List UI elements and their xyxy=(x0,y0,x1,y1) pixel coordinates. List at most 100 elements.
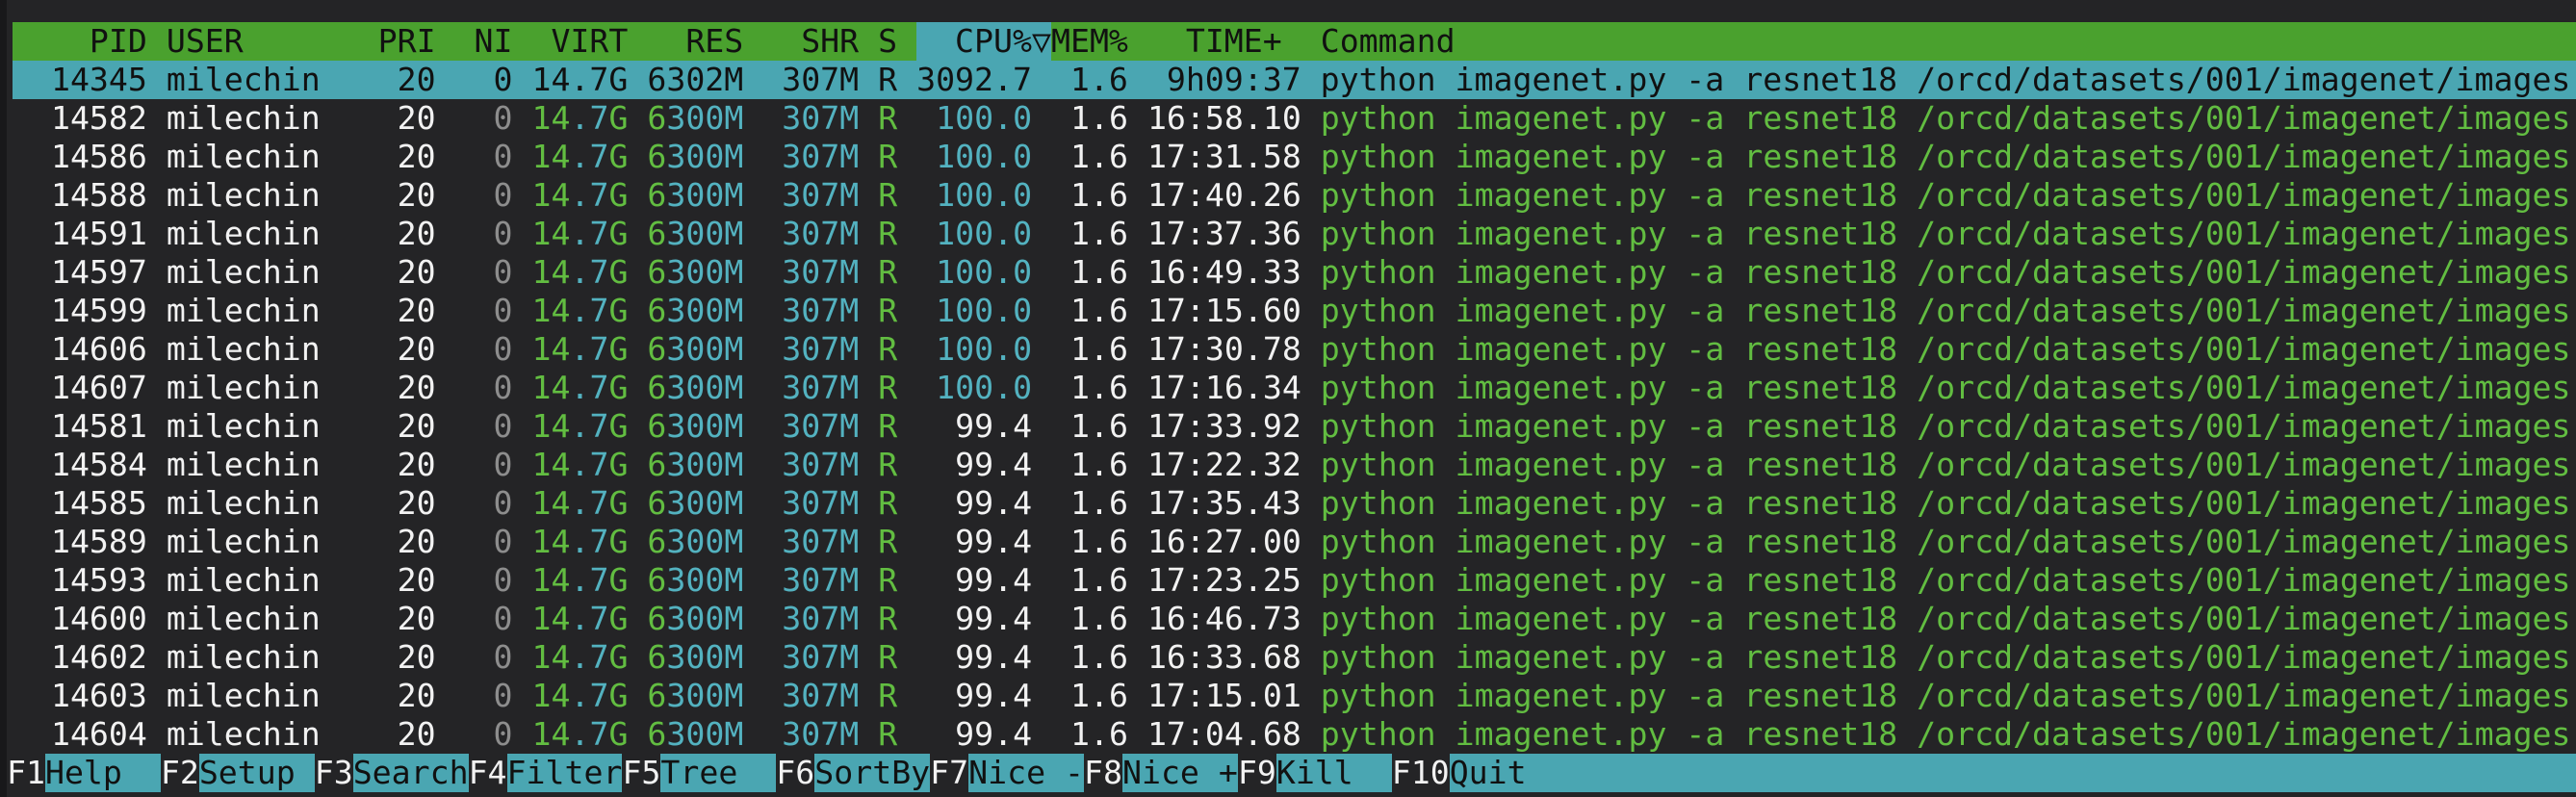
row-field xyxy=(513,215,532,252)
process-table-header: PID USER PRI NI VIRT RES SHR S CPU%▽ MEM%… xyxy=(13,22,2576,61)
process-row[interactable]: 14581 milechin 20 0 14.7G 6300M 307M R 9… xyxy=(13,407,2576,446)
row-field: R xyxy=(859,369,898,406)
process-row[interactable]: 14607 milechin 20 0 14.7G 6300M 307M R 1… xyxy=(13,369,2576,407)
row-field: G xyxy=(608,407,629,445)
row-field: 16:49.33 xyxy=(1127,253,1301,291)
row-field: 6 xyxy=(647,677,667,714)
row-field xyxy=(628,407,647,445)
row-field: R xyxy=(859,138,898,175)
process-row[interactable]: 14593 milechin 20 0 14.7G 6300M 307M R 9… xyxy=(13,561,2576,600)
row-field: 0 xyxy=(435,677,513,714)
row-field: 17:15.60 xyxy=(1127,292,1301,329)
row-field xyxy=(513,715,532,753)
process-row[interactable]: 14586 milechin 20 0 14.7G 6300M 307M R 1… xyxy=(13,138,2576,176)
fkey-action-search[interactable]: Search xyxy=(352,754,469,792)
row-field: 99.4 xyxy=(897,407,1033,445)
row-field: 307M xyxy=(743,484,860,522)
row-field: 14585 milechin 20 xyxy=(13,484,436,522)
row-field: G xyxy=(608,330,629,368)
row-field: R xyxy=(859,215,898,252)
row-field: 14606 milechin 20 xyxy=(13,330,436,368)
fkey-action-filter[interactable]: Filter xyxy=(506,754,623,792)
cpu-column-label: CPU% xyxy=(916,22,1032,60)
row-field: 0 xyxy=(435,138,513,175)
row-field: 0 xyxy=(435,407,513,445)
row-field: 1.6 xyxy=(1032,561,1128,599)
row-field: 100.0 xyxy=(897,292,1033,329)
row-field: R xyxy=(859,715,898,753)
row-field: 0 xyxy=(435,292,513,329)
column-headers-right[interactable]: MEM% TIME+ Command xyxy=(1050,22,1455,60)
fkey-f7: F7 xyxy=(930,754,969,791)
fkey-action-setup[interactable]: Setup xyxy=(198,754,315,792)
row-field: .7 xyxy=(570,638,609,676)
row-field: 6 xyxy=(647,369,667,406)
row-field xyxy=(513,523,532,560)
column-headers-left[interactable]: PID USER PRI NI VIRT RES SHR S xyxy=(13,22,917,60)
process-row[interactable]: 14599 milechin 20 0 14.7G 6300M 307M R 1… xyxy=(13,292,2576,330)
fkey-action-nice-[interactable]: Nice + xyxy=(1121,754,1238,792)
row-field xyxy=(513,330,532,368)
row-field: 99.4 xyxy=(897,523,1033,560)
process-row[interactable]: 14591 milechin 20 0 14.7G 6300M 307M R 1… xyxy=(13,215,2576,253)
row-field: 307M xyxy=(743,369,860,406)
row-field: 300M xyxy=(666,215,744,252)
sort-column-cpu-header[interactable]: CPU%▽ xyxy=(916,22,1051,61)
row-field: 17:40.26 xyxy=(1127,176,1301,214)
row-field: python imagenet.py -a resnet18 /orcd/dat… xyxy=(1301,677,2571,714)
row-field: .7 xyxy=(570,523,609,560)
row-field: 1.6 xyxy=(1032,677,1128,714)
row-field: 300M xyxy=(666,369,744,406)
fkey-action-quit[interactable]: Quit xyxy=(1449,754,2576,792)
row-field: 0 xyxy=(435,215,513,252)
row-field: 14593 milechin 20 xyxy=(13,561,436,599)
row-field: 6 xyxy=(647,523,667,560)
fkey-action-tree[interactable]: Tree xyxy=(660,754,777,792)
row-field: 300M xyxy=(666,253,744,291)
fkey-f1: F1 xyxy=(7,754,45,791)
row-field: 14586 milechin 20 xyxy=(13,138,436,175)
row-field: 17:15.01 xyxy=(1127,677,1301,714)
row-field: 14589 milechin 20 xyxy=(13,523,436,560)
process-row[interactable]: 14589 milechin 20 0 14.7G 6300M 307M R 9… xyxy=(13,523,2576,561)
row-field: 6 xyxy=(647,484,667,522)
row-field: 6 xyxy=(647,138,667,175)
row-field: .7 xyxy=(570,215,609,252)
process-row[interactable]: 14584 milechin 20 0 14.7G 6300M 307M R 9… xyxy=(13,446,2576,484)
process-row[interactable]: 14603 milechin 20 0 14.7G 6300M 307M R 9… xyxy=(13,677,2576,715)
row-field: python imagenet.py -a resnet18 /orcd/dat… xyxy=(1301,600,2571,637)
row-field: 1.6 xyxy=(1032,446,1128,483)
row-field: .7 xyxy=(570,407,609,445)
row-field: R xyxy=(859,484,898,522)
row-field: 0 xyxy=(435,561,513,599)
row-field xyxy=(513,369,532,406)
process-row[interactable]: 14602 milechin 20 0 14.7G 6300M 307M R 9… xyxy=(13,638,2576,677)
process-row[interactable]: 14604 milechin 20 0 14.7G 6300M 307M R 9… xyxy=(13,715,2576,754)
row-field: 6 xyxy=(647,215,667,252)
sort-descending-icon: ▽ xyxy=(1031,22,1051,60)
fkey-action-sortby[interactable]: SortBy xyxy=(814,754,931,792)
row-field: 14 xyxy=(531,407,571,445)
fkey-f10: F10 xyxy=(1391,754,1450,791)
row-field: 17:31.58 xyxy=(1127,138,1301,175)
process-row-selected[interactable]: 14345 milechin 20 0 14.7G 6302M 307M R 3… xyxy=(13,61,2576,99)
row-field: python imagenet.py -a resnet18 /orcd/dat… xyxy=(1301,369,2571,406)
process-row[interactable]: 14606 milechin 20 0 14.7G 6300M 307M R 1… xyxy=(13,330,2576,369)
row-field xyxy=(628,523,647,560)
fkey-action-nice-[interactable]: Nice - xyxy=(968,754,1085,792)
process-row[interactable]: 14600 milechin 20 0 14.7G 6300M 307M R 9… xyxy=(13,600,2576,638)
row-field: G xyxy=(608,292,629,329)
row-field: R xyxy=(859,253,898,291)
row-field: 14604 milechin 20 xyxy=(13,715,436,753)
process-row[interactable]: 14588 milechin 20 0 14.7G 6300M 307M R 1… xyxy=(13,176,2576,215)
process-row[interactable]: 14597 milechin 20 0 14.7G 6300M 307M R 1… xyxy=(13,253,2576,292)
row-field xyxy=(513,253,532,291)
fkey-action-kill[interactable]: Kill xyxy=(1275,754,1392,792)
row-field: 307M xyxy=(743,99,860,137)
process-row[interactable]: 14585 milechin 20 0 14.7G 6300M 307M R 9… xyxy=(13,484,2576,523)
row-field: 307M xyxy=(743,253,860,291)
fkey-f8: F8 xyxy=(1084,754,1122,791)
process-row[interactable]: 14582 milechin 20 0 14.7G 6300M 307M R 1… xyxy=(13,99,2576,138)
fkey-action-help[interactable]: Help xyxy=(44,754,161,792)
row-field: .7 xyxy=(570,253,609,291)
